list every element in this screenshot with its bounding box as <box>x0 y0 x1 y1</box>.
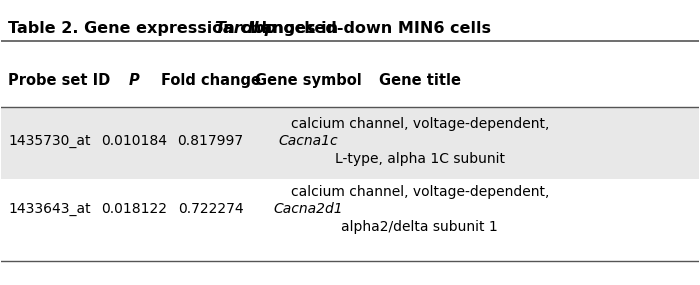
Text: P: P <box>129 73 139 88</box>
Text: Tardbp: Tardbp <box>214 21 276 36</box>
Text: Probe set ID: Probe set ID <box>8 73 111 88</box>
Text: calcium channel, voltage-dependent,: calcium channel, voltage-dependent, <box>290 117 549 131</box>
Text: 1435730_at: 1435730_at <box>8 134 91 148</box>
Text: Fold change: Fold change <box>160 73 260 88</box>
Text: Table 2. Gene expression changes in: Table 2. Gene expression changes in <box>8 21 344 36</box>
Text: knocked-down MIN6 cells: knocked-down MIN6 cells <box>256 21 491 36</box>
Text: 0.010184: 0.010184 <box>101 134 167 148</box>
Text: 0.817997: 0.817997 <box>178 134 244 148</box>
Bar <box>1 107 699 179</box>
Text: Gene title: Gene title <box>379 73 461 88</box>
Text: 0.018122: 0.018122 <box>101 202 167 216</box>
Text: alpha2/delta subunit 1: alpha2/delta subunit 1 <box>342 220 498 234</box>
Text: 1433643_at: 1433643_at <box>8 202 91 216</box>
Text: Cacna1c: Cacna1c <box>279 134 338 148</box>
Text: L-type, alpha 1C subunit: L-type, alpha 1C subunit <box>335 152 505 166</box>
Bar <box>1 179 699 258</box>
Text: Gene symbol: Gene symbol <box>255 73 361 88</box>
Text: Cacna2d1: Cacna2d1 <box>274 202 343 216</box>
Text: 0.722274: 0.722274 <box>178 202 244 216</box>
Text: calcium channel, voltage-dependent,: calcium channel, voltage-dependent, <box>290 185 549 199</box>
